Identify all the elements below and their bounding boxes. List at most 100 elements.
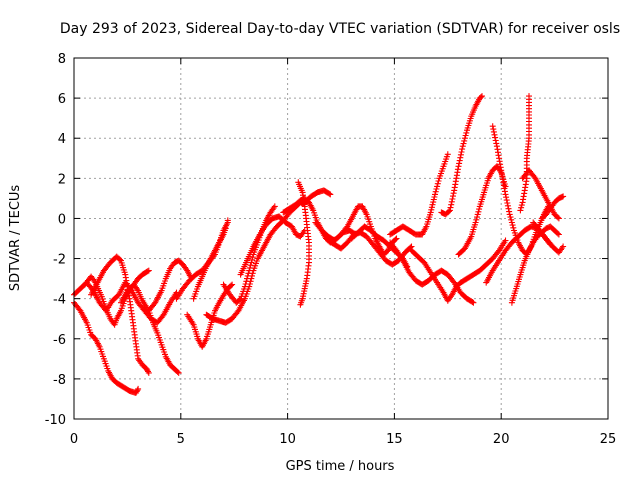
data-point (429, 201, 436, 208)
data-point (453, 175, 460, 182)
data-point (489, 123, 496, 130)
x-tick-label: 10 (279, 432, 296, 447)
y-tick-label: 4 (58, 132, 66, 147)
data-point (506, 211, 513, 218)
x-tick-label: 5 (177, 432, 185, 447)
data-point (175, 369, 182, 376)
x-tick-label: 0 (70, 432, 78, 447)
data-point (493, 143, 500, 150)
series-arc-9 (190, 225, 229, 302)
data-point (434, 183, 441, 190)
x-tick-label: 15 (386, 432, 403, 447)
data-point (229, 281, 236, 288)
data-point (450, 190, 457, 197)
data-point (133, 388, 140, 395)
data-point (145, 267, 152, 274)
data-point (244, 275, 250, 282)
data-point (518, 202, 525, 209)
data-point (444, 151, 451, 158)
data-point (446, 207, 453, 214)
data-point (479, 93, 485, 100)
data-point (495, 152, 502, 159)
data-point (433, 186, 440, 192)
y-tick-label: 8 (58, 52, 66, 67)
data-point (560, 193, 567, 200)
series-arc-19 (387, 151, 451, 238)
data-point (246, 267, 253, 274)
data-point (497, 161, 504, 168)
data-point (472, 219, 479, 226)
y-tick-label: -8 (53, 373, 66, 388)
data-point (503, 194, 510, 201)
data-point (507, 214, 514, 221)
data-point (134, 387, 141, 394)
data-point (457, 154, 464, 161)
data-point (427, 209, 434, 216)
y-tick-label: 2 (58, 172, 66, 187)
data-point (242, 281, 249, 287)
series-arc-27 (517, 93, 532, 214)
data-point (243, 278, 250, 285)
y-tick-label: -2 (53, 253, 66, 268)
data-point (143, 365, 150, 372)
y-tick-label: 6 (58, 92, 66, 107)
data-point (508, 216, 515, 223)
data-point (246, 264, 253, 271)
data-point (531, 174, 538, 180)
x-axis: 0 5 10 15 20 25 (70, 58, 616, 447)
data-point (247, 262, 254, 269)
data-point (393, 235, 400, 242)
data-point (491, 131, 498, 138)
x-tick-label: 25 (600, 432, 617, 447)
data-point (326, 190, 333, 197)
series-arc-2 (71, 299, 142, 396)
data-point (521, 190, 528, 197)
series-arc-29 (530, 219, 567, 256)
data-point (448, 201, 455, 208)
series-arc-21 (408, 237, 509, 304)
data-point (505, 205, 512, 212)
data-point (135, 385, 142, 392)
data-point (492, 134, 499, 141)
chart-title: Day 293 of 2023, Sidereal Day-to-day VTE… (60, 21, 620, 37)
data-point (560, 243, 567, 250)
y-tick-label: -4 (53, 293, 66, 308)
data-point (392, 236, 399, 243)
data-point (502, 237, 509, 244)
data-point (228, 282, 234, 289)
y-axis-label: SDTVAR / TECUs (8, 185, 23, 292)
data-point (519, 199, 526, 206)
data-point (462, 132, 469, 139)
data-point (498, 170, 505, 177)
data-point (459, 143, 466, 150)
data-point (510, 224, 517, 231)
y-tick-label: -6 (53, 333, 66, 348)
data-point (432, 191, 438, 198)
data-point (458, 149, 465, 155)
data-point (116, 256, 123, 263)
data-point (450, 193, 456, 200)
y-axis: -10 -8 -6 -4 -2 0 2 4 6 8 (45, 52, 608, 428)
data-point (432, 188, 439, 195)
data-point (474, 211, 481, 218)
data-point (518, 204, 525, 211)
y-tick-label: -10 (45, 413, 66, 428)
data-point (473, 216, 480, 223)
series-arc-16 (312, 203, 400, 258)
data-point (448, 198, 455, 205)
data-point (236, 296, 243, 303)
data-series (71, 93, 567, 396)
data-point (301, 288, 308, 295)
x-axis-label: GPS time / hours (286, 459, 395, 474)
data-point (428, 204, 435, 211)
data-point (248, 259, 255, 266)
data-point (517, 207, 524, 214)
data-point (241, 283, 248, 290)
series-arc-13 (280, 195, 359, 246)
data-point (222, 225, 229, 232)
data-point (271, 203, 278, 210)
data-point (244, 272, 251, 279)
data-point (555, 231, 562, 238)
data-point (463, 129, 470, 136)
series-arc-28 (519, 167, 562, 222)
